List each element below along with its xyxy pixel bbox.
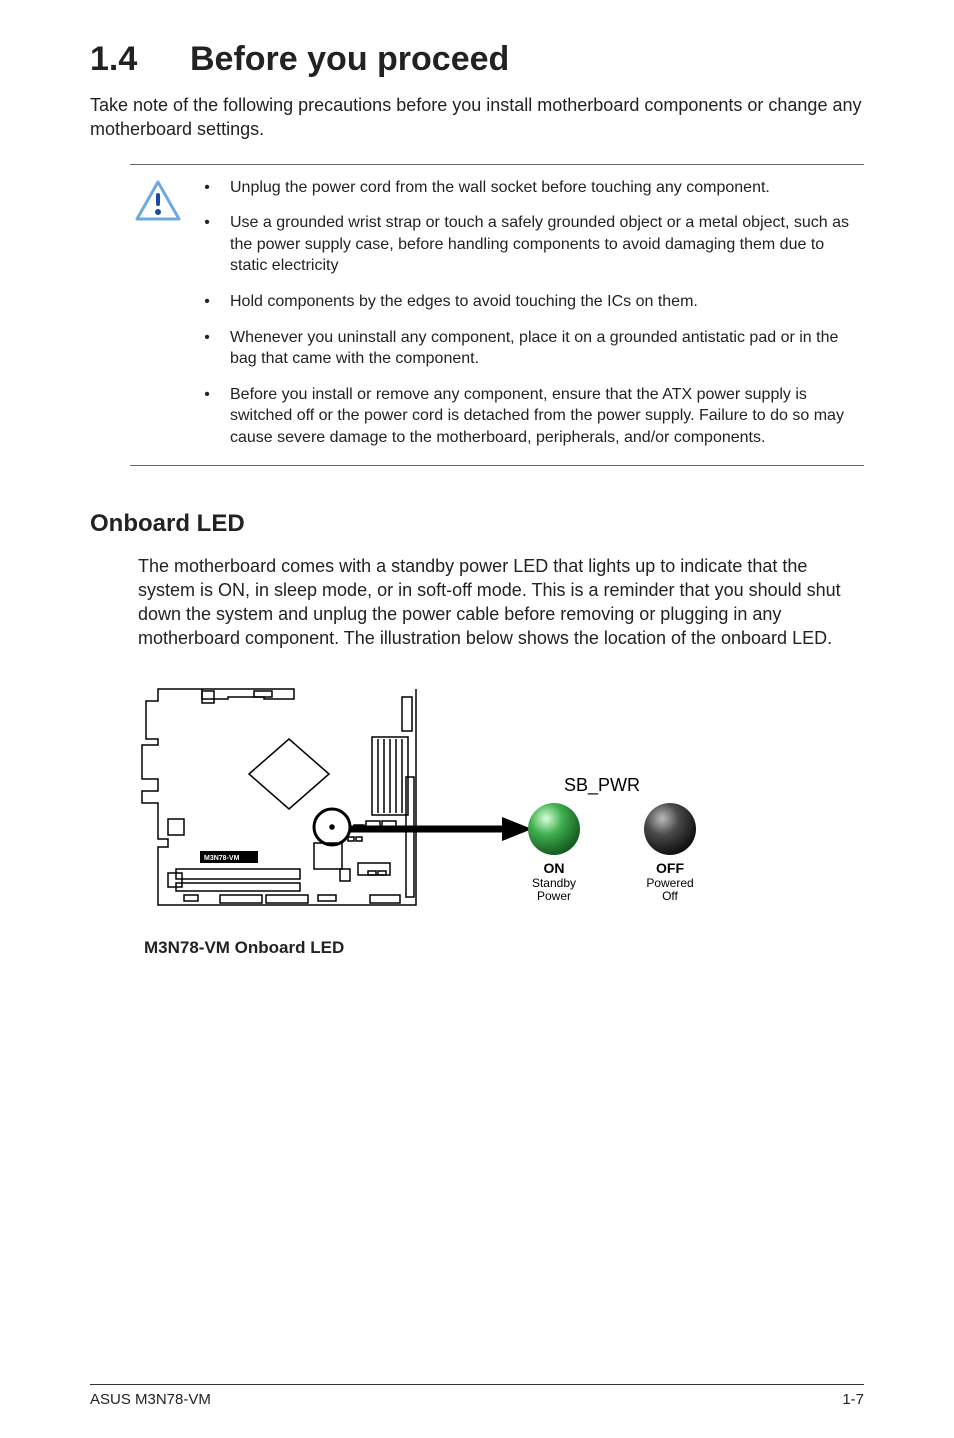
onboard-led-figure: M3N78-VM SB_PWR [134, 679, 864, 958]
subsection-heading: Onboard LED [90, 510, 864, 538]
list-item: • Hold components by the edges to avoid t… [204, 291, 854, 313]
list-item-text: Unplug the power cord from the wall sock… [230, 177, 770, 199]
board-silk-label: M3N78-VM [204, 855, 240, 862]
led-on-icon [528, 803, 580, 855]
page-footer: ASUS M3N78-VM 1-7 [90, 1384, 864, 1408]
onboard-paragraph: The motherboard comes with a standby pow… [138, 554, 864, 651]
off-sub2: Off [662, 889, 678, 903]
list-item-text: Whenever you uninstall any component, pl… [230, 327, 854, 370]
bullet-icon: • [204, 177, 210, 199]
caution-triangle-icon [134, 177, 182, 449]
caution-list: • Unplug the power cord from the wall soc… [204, 177, 854, 449]
bullet-icon: • [204, 327, 210, 370]
on-label: ON [544, 860, 565, 876]
list-item: • Whenever you uninstall any component, p… [204, 327, 854, 370]
intro-paragraph: Take note of the following precautions b… [90, 93, 864, 142]
footer-right: 1-7 [842, 1391, 864, 1408]
on-sub2: Power [537, 889, 571, 903]
list-item: • Before you install or remove any compon… [204, 384, 854, 449]
list-item-text: Before you install or remove any compone… [230, 384, 854, 449]
bullet-icon: • [204, 291, 210, 313]
list-item-text: Use a grounded wrist strap or touch a sa… [230, 212, 854, 277]
bullet-icon: • [204, 384, 210, 449]
sb-pwr-label: SB_PWR [564, 775, 640, 796]
on-sub1: Standby [532, 876, 576, 890]
list-item: • Use a grounded wrist strap or touch a s… [204, 212, 854, 277]
led-off-icon [644, 803, 696, 855]
list-item-text: Hold components by the edges to avoid to… [230, 291, 698, 313]
off-sub1: Powered [646, 876, 693, 890]
off-label: OFF [656, 860, 684, 876]
footer-left: ASUS M3N78-VM [90, 1391, 211, 1408]
bullet-icon: • [204, 212, 210, 277]
list-item: • Unplug the power cord from the wall soc… [204, 177, 854, 199]
section-heading: 1.4Before you proceed [90, 40, 864, 79]
section-title: Before you proceed [190, 40, 509, 78]
caution-callout: • Unplug the power cord from the wall soc… [130, 164, 864, 466]
section-number: 1.4 [90, 40, 190, 79]
figure-caption: M3N78-VM Onboard LED [144, 938, 864, 958]
